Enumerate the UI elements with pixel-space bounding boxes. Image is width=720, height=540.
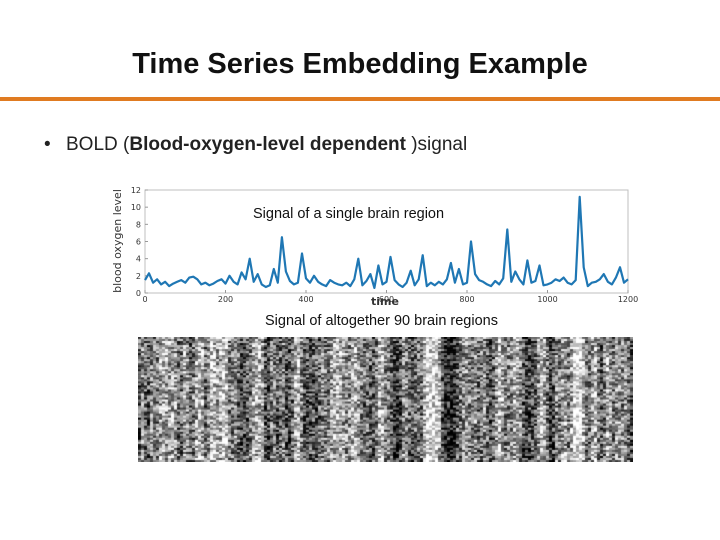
bullet-marker: • <box>44 134 51 155</box>
y-tick-label: 12 <box>131 186 141 195</box>
bullet-point: • BOLD (Blood-oxygen-level dependent )sig… <box>44 134 467 156</box>
y-tick-label: 8 <box>136 220 141 229</box>
x-tick-label: 600 <box>379 295 394 304</box>
y-tick-label: 2 <box>136 272 141 281</box>
bullet-text-suffix: )signal <box>405 134 468 155</box>
y-tick-label: 6 <box>136 238 141 247</box>
plot-area <box>144 189 629 294</box>
bullet-text-prefix: BOLD ( <box>66 134 130 155</box>
x-tick-label: 200 <box>218 295 233 304</box>
single-region-caption: Signal of a single brain region <box>253 206 445 222</box>
x-tick-label: 1000 <box>537 295 557 304</box>
bullet-text-bold: Blood-oxygen-level dependent <box>129 134 406 155</box>
x-tick-label: 800 <box>459 295 474 304</box>
y-tick-label: 4 <box>136 255 141 264</box>
all-regions-caption: Signal of altogether 90 brain regions <box>265 313 498 329</box>
x-tick-label: 0 <box>142 295 147 304</box>
series-line <box>144 195 629 289</box>
slide-title: Time Series Embedding Example <box>132 48 588 80</box>
brain-regions-heatmap <box>138 337 633 462</box>
x-tick-label: 400 <box>298 295 313 304</box>
y-tick-label: 0 <box>136 289 141 298</box>
x-axis-label: time <box>371 295 399 308</box>
title-divider <box>0 97 720 101</box>
x-tick-label: 1200 <box>618 295 638 304</box>
y-axis-label: blood oxygen level <box>111 189 124 293</box>
y-tick-label: 10 <box>131 203 141 212</box>
